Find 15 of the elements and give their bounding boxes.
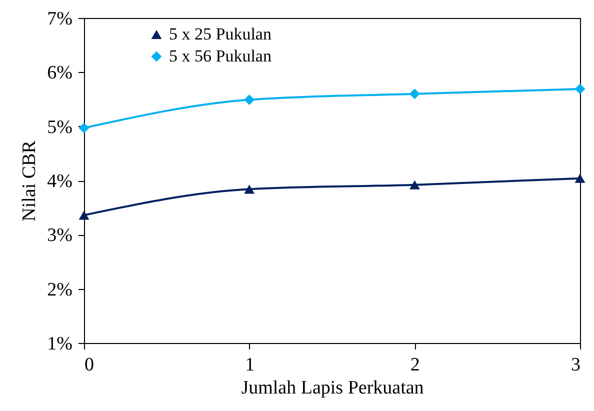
y-tick-label: 2% [47, 279, 73, 300]
x-tick-label: 1 [245, 354, 255, 376]
y-tick-label: 5% [47, 116, 73, 138]
x-tick-label: 2 [410, 354, 420, 376]
y-tick-label: 4% [47, 171, 73, 192]
x-tick-label: 0 [84, 354, 94, 376]
legend-label: 5 x 25 Pukulan [169, 24, 272, 44]
y-tick-label: 7% [47, 8, 73, 30]
legend-label: 5 x 56 Pukulan [169, 46, 272, 66]
y-tick-label: 1% [47, 334, 73, 354]
y-tick-label: 3% [47, 225, 73, 246]
y-axis-title: Nilai CBR [19, 140, 40, 222]
x-axis-title: Jumlah Lapis Perkuatan [241, 378, 424, 398]
x-tick-label: 3 [571, 354, 580, 376]
y-tick-label: 6% [47, 62, 73, 84]
